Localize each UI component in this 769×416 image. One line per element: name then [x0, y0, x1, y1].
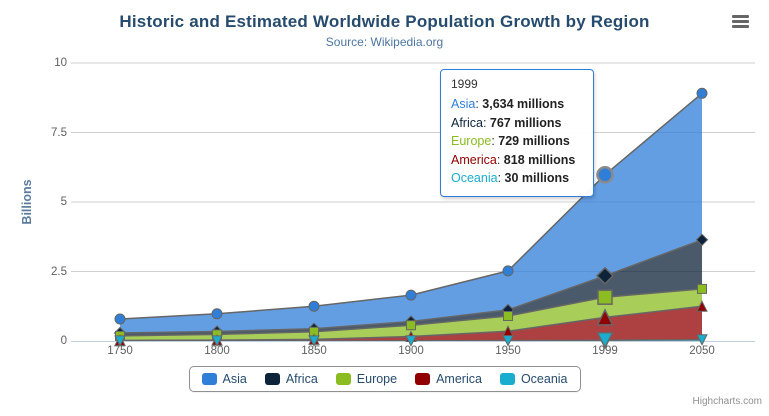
tooltip-series-value: 30 millions — [504, 171, 570, 185]
legend-item-america[interactable]: America — [415, 372, 482, 386]
legend-label: America — [436, 372, 482, 386]
marker-oceania[interactable] — [114, 335, 126, 348]
legend-item-europe[interactable]: Europe — [335, 372, 398, 386]
legend-label: Oceania — [520, 372, 568, 386]
legend-item-africa[interactable]: Africa — [264, 372, 318, 386]
legend-item-asia[interactable]: Asia — [201, 372, 247, 386]
tooltip-series-name: Oceania — [451, 171, 498, 185]
marker-africa[interactable] — [695, 233, 709, 247]
tooltip-series-name: Asia — [451, 97, 476, 111]
marker-europe[interactable] — [503, 311, 513, 321]
marker-asia[interactable] — [696, 87, 708, 99]
tooltip-row: Africa: 767 millions — [451, 115, 562, 130]
tooltip-header: 1999 — [451, 77, 478, 91]
marker-asia[interactable] — [405, 289, 417, 301]
hamburger-icon — [732, 15, 749, 18]
tooltip-series-value: 729 millions — [498, 134, 570, 148]
tooltip-row: Europe: 729 millions — [451, 134, 570, 148]
tooltip: 1999 Asia: 3,634 millions Africa: 767 mil… — [440, 69, 594, 197]
tooltip-series-name: Europe — [451, 134, 492, 148]
marker-oceania[interactable] — [596, 331, 614, 350]
marker-oceania[interactable] — [211, 335, 223, 348]
tooltip-series-value: 818 millions — [503, 152, 576, 167]
marker-asia[interactable] — [211, 308, 223, 320]
legend-symbol — [415, 373, 431, 385]
marker-africa[interactable] — [595, 266, 615, 285]
x-axis-label: 2050 — [689, 345, 715, 357]
context-menu-button[interactable] — [732, 15, 749, 28]
chart-subtitle: Source: Wikipedia.org — [325, 35, 444, 49]
area-asia[interactable] — [120, 93, 702, 333]
x-axis-label: 1900 — [398, 345, 424, 357]
x-axis-label: 1850 — [301, 345, 327, 357]
y-axis-label: 0 — [60, 335, 67, 347]
tooltip-row: America: 818 millions — [451, 152, 576, 167]
legend-label: Europe — [356, 372, 398, 386]
x-axis-label: 1750 — [107, 345, 133, 357]
x-axis-label: 1950 — [495, 345, 521, 357]
marker-oceania[interactable] — [696, 334, 708, 346]
marker-europe[interactable] — [597, 289, 613, 305]
marker-oceania[interactable] — [502, 335, 514, 347]
marker-asia[interactable] — [596, 166, 614, 184]
legend-symbol — [201, 373, 217, 385]
marker-asia[interactable] — [502, 265, 514, 277]
x-axis-label: 1800 — [204, 345, 230, 357]
area-america[interactable] — [120, 306, 702, 341]
tooltip-row: Oceania: 30 millions — [451, 171, 570, 185]
area-africa[interactable] — [120, 239, 702, 336]
marker-america[interactable] — [696, 300, 708, 312]
tooltip-rows: Asia: 3,634 millions Africa: 767 millions… — [451, 95, 583, 188]
marker-europe[interactable] — [697, 283, 707, 294]
legend-label: Asia — [222, 372, 247, 386]
marker-oceania[interactable] — [405, 335, 417, 347]
legend-symbol — [264, 373, 280, 385]
hamburger-icon — [732, 20, 749, 23]
legend-item-oceania[interactable]: Oceania — [499, 372, 568, 386]
credits-link[interactable]: Highcharts.com — [692, 396, 762, 407]
tooltip-row: Asia: 3,634 millions — [451, 97, 565, 111]
tooltip-series-value: 3,634 millions — [482, 97, 565, 111]
y-axis-label: 10 — [54, 57, 67, 69]
legend-symbol — [499, 373, 515, 385]
hamburger-icon — [732, 25, 749, 28]
legend: Asia Africa Europe America Oceania — [188, 366, 581, 392]
legend-symbol — [335, 373, 351, 385]
legend-label: Africa — [285, 372, 318, 386]
y-axis-label: 5 — [60, 196, 67, 208]
marker-america[interactable] — [596, 308, 614, 326]
marker-oceania[interactable] — [308, 335, 320, 348]
marker-europe[interactable] — [406, 320, 416, 331]
y-axis-label: 7.5 — [51, 126, 67, 139]
marker-asia[interactable] — [114, 313, 126, 325]
chart-title: Historic and Estimated Worldwide Populat… — [119, 12, 650, 31]
marker-asia[interactable] — [308, 300, 320, 312]
x-axis-label: 1999 — [592, 345, 618, 357]
tooltip-series-value: 767 millions — [489, 115, 562, 130]
tooltip-series-name: America — [451, 152, 497, 167]
tooltip-series-name: Africa — [451, 115, 483, 130]
y-axis-label: 2.5 — [51, 265, 67, 278]
